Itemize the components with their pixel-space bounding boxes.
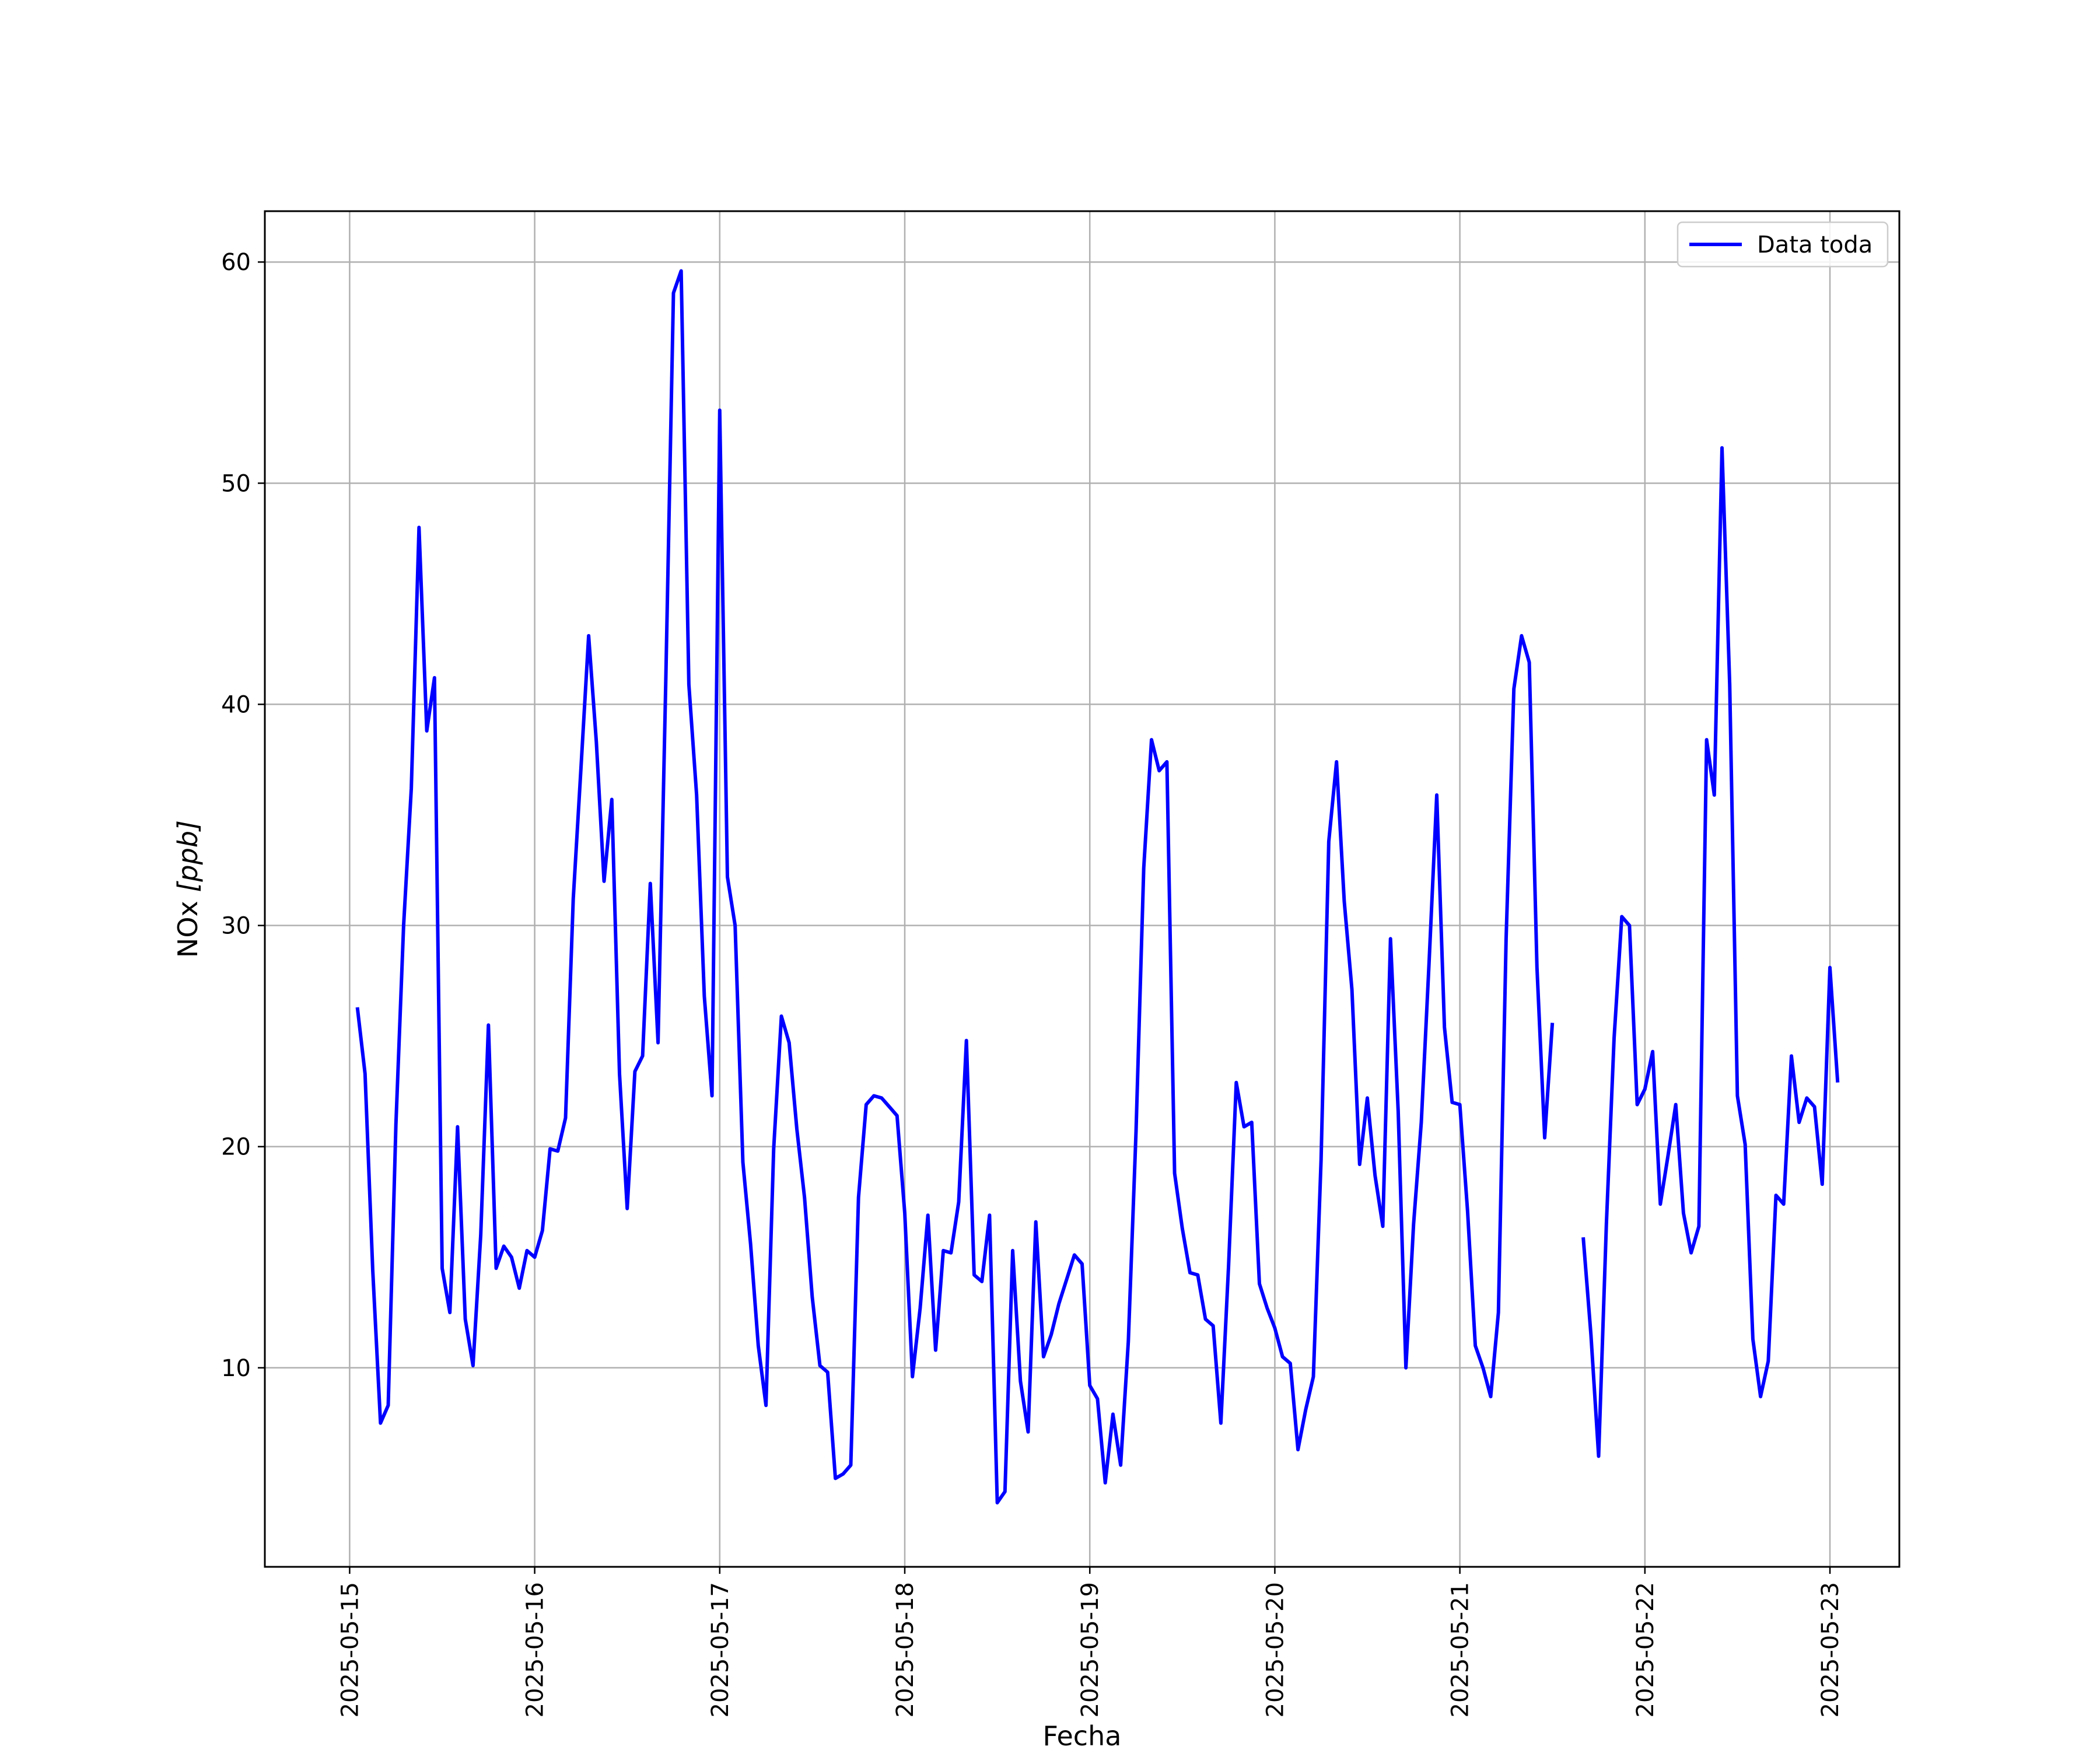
y-axis-label-unit: [ppb]	[172, 820, 204, 892]
x-axis-label: Fecha	[1043, 1720, 1122, 1750]
x-tick-label: 2025-05-22	[1632, 1582, 1659, 1717]
x-tick-label: 2025-05-21	[1447, 1582, 1474, 1717]
plot-area-frame	[264, 210, 1901, 1568]
x-tick-label: 2025-05-23	[1817, 1582, 1844, 1717]
series-layer	[355, 269, 1840, 1505]
y-tick-label: 20	[221, 1134, 251, 1161]
y-tick-label: 40	[221, 691, 251, 718]
axis-ticks	[258, 261, 1831, 1574]
legend-label: Data toda	[1757, 232, 1873, 258]
x-tick-label: 2025-05-18	[892, 1582, 919, 1717]
x-tick-label: 2025-05-19	[1077, 1582, 1104, 1717]
y-axis-label: NOx [ppb]	[172, 820, 204, 958]
y-axis-label-quantity: NOx	[172, 892, 204, 958]
x-tick-label: 2025-05-20	[1262, 1582, 1289, 1717]
legend-box	[1676, 221, 1889, 268]
legend: Data toda	[1676, 221, 1889, 268]
y-tick-label: 30	[221, 913, 251, 940]
y-tick-label: 60	[221, 249, 251, 276]
x-tick-label: 2025-05-16	[522, 1582, 549, 1717]
x-tick-label: 2025-05-15	[337, 1582, 363, 1717]
axis-tick-labels: 10 20 30 40 50 60 2025-05-15 2025-05-16 2025-05-…	[221, 249, 1844, 1717]
x-tick-label: 2025-05-17	[707, 1582, 734, 1717]
series-line	[355, 269, 1840, 1505]
y-tick-label: 10	[221, 1355, 251, 1382]
y-tick-label: 50	[221, 470, 251, 497]
